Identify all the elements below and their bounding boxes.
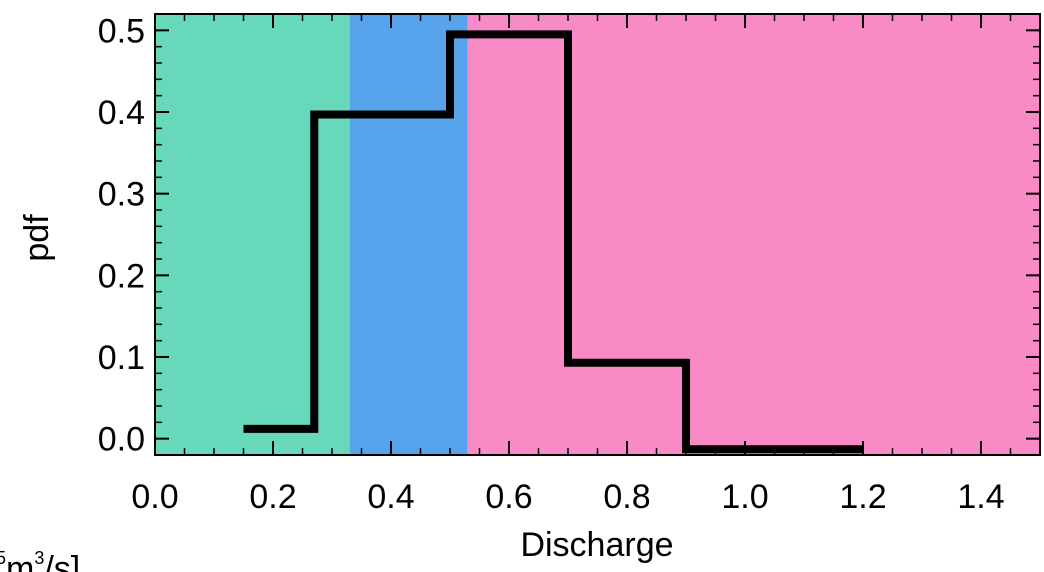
y-tick-label-4: 0.4 bbox=[98, 94, 145, 132]
y-tick-label-0: 0.0 bbox=[98, 421, 145, 459]
y-axis-title: pdf bbox=[18, 214, 56, 262]
y-tick-label-3: 0.3 bbox=[98, 176, 145, 214]
unit-middle: m bbox=[6, 550, 34, 572]
background-bands bbox=[155, 14, 1040, 455]
x-tick-label-1: 0.2 bbox=[249, 478, 296, 516]
y-tick-label-1: 0.1 bbox=[98, 339, 145, 377]
band-0 bbox=[155, 14, 350, 455]
unit-label: 5m3/s] bbox=[0, 548, 80, 572]
band-2 bbox=[467, 14, 1040, 455]
step-line-0 bbox=[243, 30, 863, 454]
x-tick-label-6: 1.2 bbox=[839, 478, 886, 516]
x-tick-label-5: 1.0 bbox=[721, 478, 768, 516]
x-axis-title: Discharge bbox=[520, 526, 673, 564]
y-tick-label-2: 0.2 bbox=[98, 257, 145, 295]
x-tick-label-2: 0.4 bbox=[367, 478, 414, 516]
pdf-step-series bbox=[243, 30, 863, 454]
unit-superscript-1: 5 bbox=[0, 548, 6, 568]
y-tick-label-5: 0.5 bbox=[98, 12, 145, 50]
y-tick-labels: 0.0 0.1 0.2 0.3 0.4 0.5 bbox=[98, 12, 145, 458]
unit-suffix: /s] bbox=[44, 550, 80, 572]
unit-superscript-2: 3 bbox=[34, 548, 44, 568]
x-tick-label-4: 0.8 bbox=[603, 478, 650, 516]
x-tick-label-7: 1.4 bbox=[957, 478, 1004, 516]
axes bbox=[154, 13, 1041, 456]
x-tick-labels: 0.0 0.2 0.4 0.6 0.8 1.0 1.2 1.4 bbox=[131, 478, 1004, 516]
x-tick-label-3: 0.6 bbox=[485, 478, 532, 516]
x-tick-label-0: 0.0 bbox=[131, 478, 178, 516]
